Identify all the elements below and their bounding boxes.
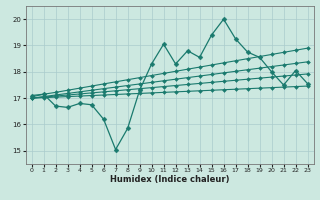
X-axis label: Humidex (Indice chaleur): Humidex (Indice chaleur) (110, 175, 229, 184)
